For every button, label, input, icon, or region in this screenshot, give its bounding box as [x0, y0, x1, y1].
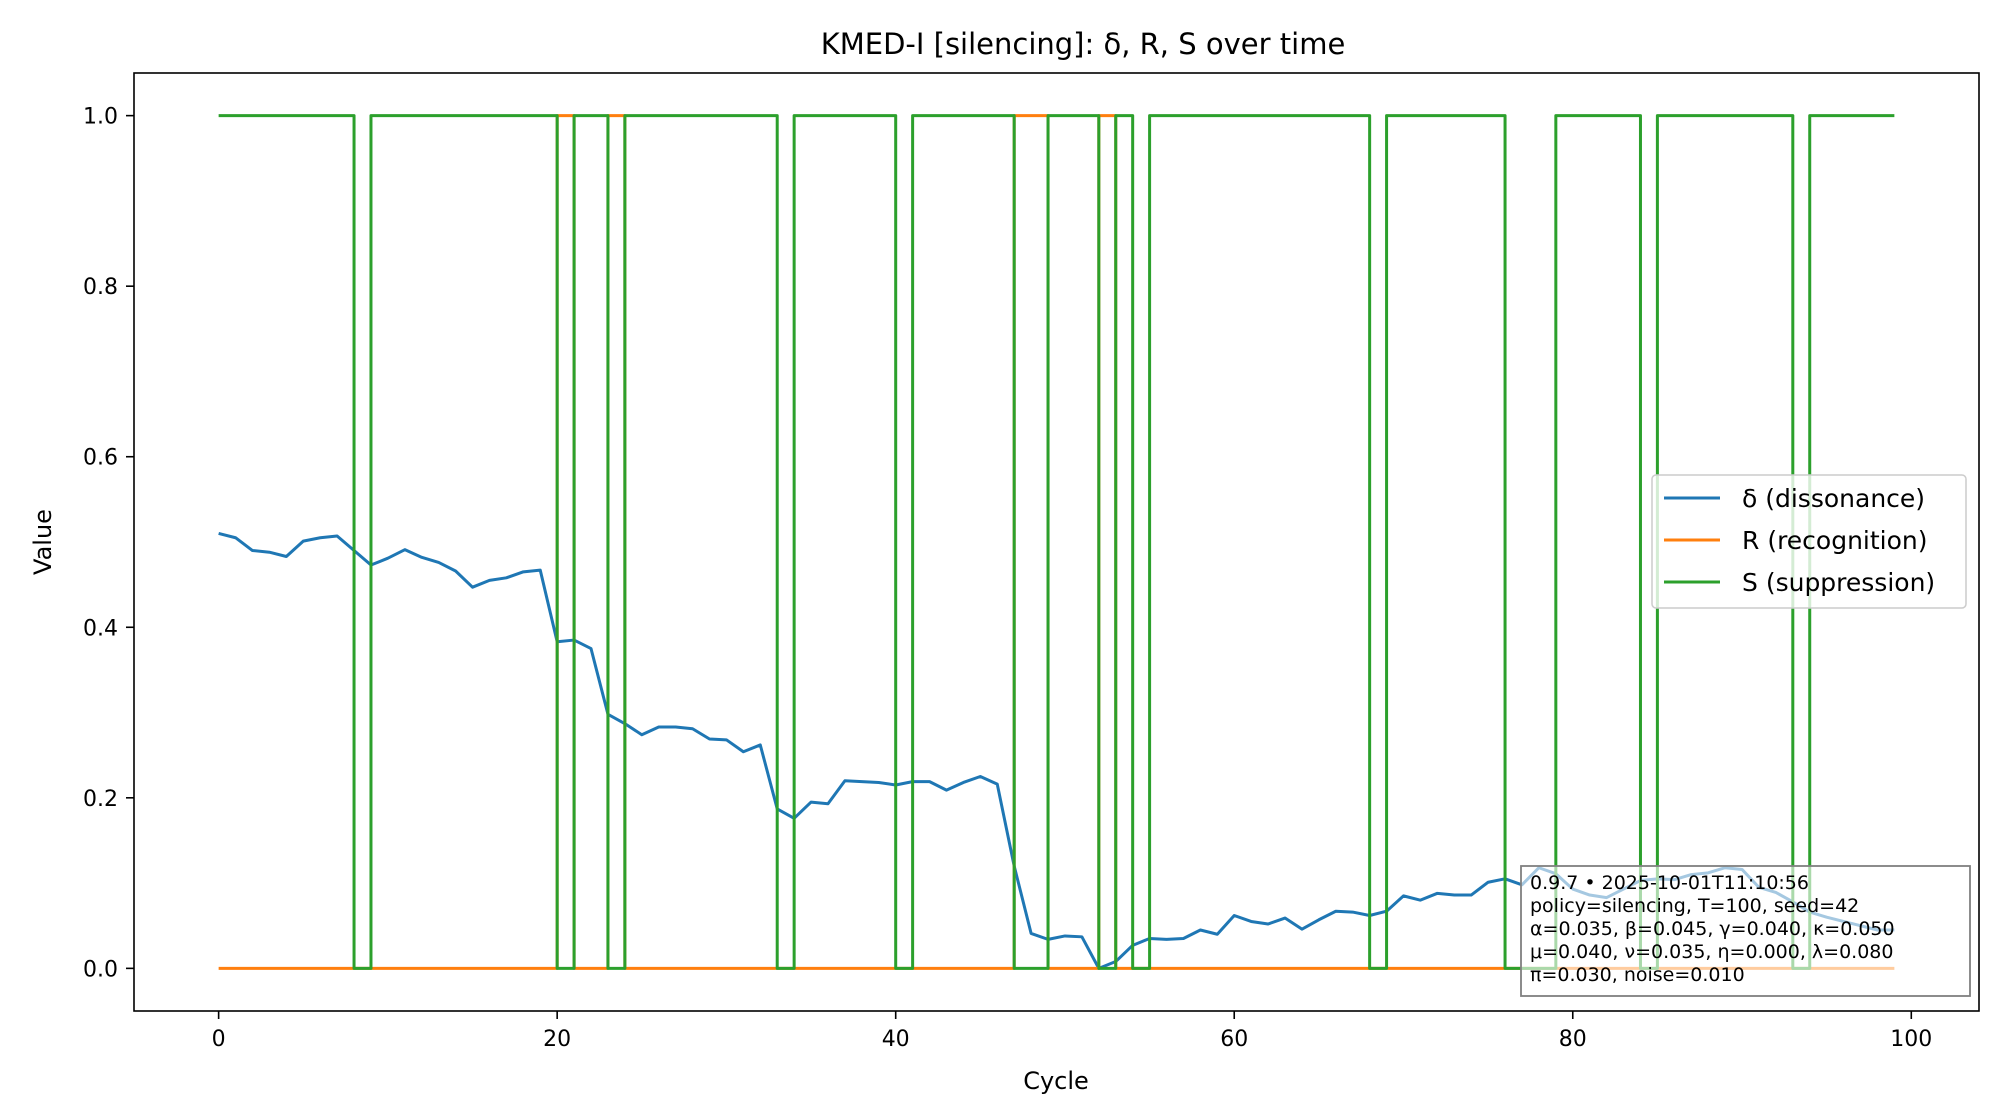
legend-label: δ (dissonance)	[1742, 484, 1925, 513]
series-line-2	[218, 114, 1895, 970]
plot-area	[133, 72, 1980, 1012]
y-axis: 0.0 0.2 0.4 0.6 0.8 1.0	[83, 105, 134, 982]
y-tick-label: 0.0	[83, 957, 118, 982]
x-axis-label: Cycle	[1023, 1067, 1089, 1095]
annotation-line: 0.9.7 • 2025-10-01T11:10:56	[1530, 872, 1809, 894]
annotation-line: α=0.035, β=0.045, γ=0.040, κ=0.050	[1530, 918, 1895, 940]
y-tick-label: 0.4	[83, 616, 118, 641]
annotation-line: policy=silencing, T=100, seed=42	[1530, 895, 1859, 917]
legend-label: R (recognition)	[1742, 526, 1928, 555]
legend-box	[1651, 474, 1967, 609]
x-axis: 0 20 40 60 80 100	[212, 1011, 1932, 1052]
y-tick-label: 1.0	[83, 105, 118, 130]
series-line-3	[218, 114, 1895, 970]
chart-title: KMED-I [silencing]: δ, R, S over time	[821, 27, 1346, 61]
x-tick-label: 20	[543, 1027, 571, 1052]
y-tick-label: 0.8	[83, 275, 118, 300]
x-tick-label: 40	[882, 1027, 910, 1052]
annotation-line: μ=0.040, ν=0.035, η=0.000, λ=0.080	[1530, 941, 1893, 963]
annotation-line: π=0.030, noise=0.010	[1530, 964, 1745, 986]
x-tick-label: 80	[1559, 1027, 1587, 1052]
y-axis-label: Value	[29, 509, 57, 575]
legend-label: S (suppression)	[1742, 568, 1935, 597]
y-tick-label: 0.6	[83, 446, 118, 471]
x-tick-label: 60	[1220, 1027, 1248, 1052]
run-metadata-annotation: 0.9.7 • 2025-10-01T11:10:56policy=silenc…	[1520, 865, 1971, 997]
y-tick-label: 0.2	[83, 787, 118, 812]
x-tick-label: 100	[1890, 1027, 1932, 1052]
legend: δ (dissonance) R (recognition) S (suppress…	[1651, 474, 1967, 609]
x-tick-label: 0	[212, 1027, 226, 1052]
series-layer	[218, 114, 1895, 970]
annotation-box	[1520, 865, 1971, 997]
